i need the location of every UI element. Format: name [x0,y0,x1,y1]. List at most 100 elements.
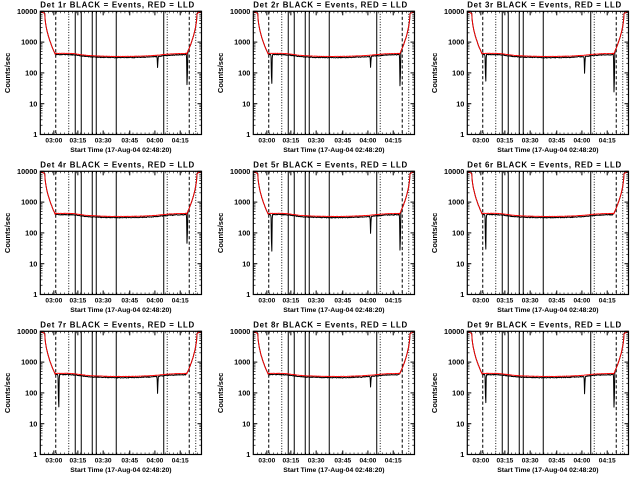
svg-text:100: 100 [25,69,37,78]
svg-text:1000: 1000 [234,198,250,207]
svg-text:Counts/sec: Counts/sec [3,373,12,413]
svg-text:1: 1 [460,290,464,299]
svg-text:10: 10 [456,419,464,428]
svg-text:1: 1 [33,450,37,459]
svg-text:10000: 10000 [17,7,37,16]
svg-text:04:00: 04:00 [146,457,163,464]
svg-text:03:30: 03:30 [95,457,112,464]
svg-text:Counts/sec: Counts/sec [3,213,12,253]
svg-text:04:15: 04:15 [172,297,189,304]
svg-text:03:15: 03:15 [496,137,513,144]
svg-text:100: 100 [238,389,250,398]
svg-text:1000: 1000 [234,38,250,47]
svg-text:Start Time (17-Aug-04 02:48:20: Start Time (17-Aug-04 02:48:20) [497,147,598,154]
svg-text:1000: 1000 [21,38,37,47]
svg-text:04:00: 04:00 [360,297,377,304]
svg-text:04:15: 04:15 [172,457,189,464]
svg-text:Counts/sec: Counts/sec [216,373,225,413]
svg-text:Det 4r BLACK = Events, RED = L: Det 4r BLACK = Events, RED = LLD [40,161,195,170]
svg-text:03:30: 03:30 [521,137,538,144]
svg-text:03:45: 03:45 [121,457,138,464]
svg-text:03:30: 03:30 [308,297,325,304]
svg-text:03:00: 03:00 [259,297,276,304]
svg-text:03:00: 03:00 [472,297,489,304]
svg-text:Counts/sec: Counts/sec [216,53,225,93]
svg-text:Counts/sec: Counts/sec [216,213,225,253]
svg-text:10000: 10000 [444,327,464,336]
svg-text:04:15: 04:15 [172,137,189,144]
svg-text:100: 100 [452,69,464,78]
svg-text:04:15: 04:15 [598,457,615,464]
svg-text:04:00: 04:00 [360,457,377,464]
svg-text:100: 100 [25,389,37,398]
svg-text:10: 10 [29,99,37,108]
svg-text:10000: 10000 [230,167,250,176]
svg-text:10: 10 [29,259,37,268]
svg-text:04:00: 04:00 [573,457,590,464]
svg-text:04:00: 04:00 [146,137,163,144]
svg-text:04:00: 04:00 [146,297,163,304]
svg-text:03:00: 03:00 [45,137,62,144]
svg-text:Counts/sec: Counts/sec [430,213,439,253]
svg-text:Start Time (17-Aug-04 02:48:20: Start Time (17-Aug-04 02:48:20) [497,467,598,474]
svg-text:Start Time (17-Aug-04 02:48:20: Start Time (17-Aug-04 02:48:20) [70,147,171,154]
svg-text:03:45: 03:45 [548,457,565,464]
svg-text:03:45: 03:45 [121,297,138,304]
svg-text:10000: 10000 [17,167,37,176]
svg-text:03:15: 03:15 [283,137,300,144]
svg-text:1000: 1000 [234,358,250,367]
svg-text:1: 1 [33,290,37,299]
svg-text:10000: 10000 [230,7,250,16]
svg-text:Start Time (17-Aug-04 02:48:20: Start Time (17-Aug-04 02:48:20) [284,307,385,314]
svg-text:04:00: 04:00 [360,137,377,144]
svg-text:03:45: 03:45 [548,137,565,144]
svg-text:1000: 1000 [21,358,37,367]
svg-text:04:15: 04:15 [385,457,402,464]
svg-text:10000: 10000 [230,327,250,336]
svg-text:1000: 1000 [21,198,37,207]
svg-text:03:30: 03:30 [95,297,112,304]
svg-text:1: 1 [247,450,251,459]
svg-text:04:15: 04:15 [385,297,402,304]
svg-text:100: 100 [238,69,250,78]
svg-text:Det 3r BLACK = Events, RED = L: Det 3r BLACK = Events, RED = LLD [467,1,622,10]
svg-text:1000: 1000 [448,38,464,47]
svg-text:04:15: 04:15 [598,297,615,304]
svg-text:03:30: 03:30 [308,457,325,464]
svg-text:03:45: 03:45 [548,297,565,304]
svg-text:03:45: 03:45 [121,137,138,144]
svg-text:10000: 10000 [444,167,464,176]
svg-text:Counts/sec: Counts/sec [430,53,439,93]
svg-text:10: 10 [456,99,464,108]
svg-text:10: 10 [29,419,37,428]
svg-text:Start Time (17-Aug-04 02:48:20: Start Time (17-Aug-04 02:48:20) [284,467,385,474]
svg-text:1000: 1000 [448,198,464,207]
svg-text:1000: 1000 [448,358,464,367]
svg-text:10: 10 [243,99,251,108]
svg-text:03:00: 03:00 [259,137,276,144]
svg-text:100: 100 [452,229,464,238]
svg-text:100: 100 [238,229,250,238]
svg-text:03:15: 03:15 [496,457,513,464]
svg-text:03:00: 03:00 [472,457,489,464]
svg-text:Det 1r BLACK = Events, RED = L: Det 1r BLACK = Events, RED = LLD [40,1,195,10]
svg-text:03:45: 03:45 [335,137,352,144]
svg-text:03:00: 03:00 [45,297,62,304]
svg-text:03:30: 03:30 [521,457,538,464]
svg-text:Start Time (17-Aug-04 02:48:20: Start Time (17-Aug-04 02:48:20) [70,467,171,474]
svg-text:03:00: 03:00 [259,457,276,464]
svg-text:Det 8r BLACK = Events, RED = L: Det 8r BLACK = Events, RED = LLD [254,321,409,330]
svg-text:100: 100 [452,389,464,398]
svg-text:10: 10 [243,419,251,428]
svg-text:03:15: 03:15 [283,457,300,464]
svg-text:Det 2r BLACK = Events, RED = L: Det 2r BLACK = Events, RED = LLD [254,1,409,10]
svg-text:04:15: 04:15 [598,137,615,144]
svg-text:10: 10 [456,259,464,268]
svg-text:100: 100 [25,229,37,238]
svg-text:Start Time (17-Aug-04 02:48:20: Start Time (17-Aug-04 02:48:20) [284,147,385,154]
svg-text:03:30: 03:30 [308,137,325,144]
svg-text:10: 10 [243,259,251,268]
svg-text:03:30: 03:30 [521,297,538,304]
svg-text:Det 6r BLACK = Events, RED = L: Det 6r BLACK = Events, RED = LLD [467,161,622,170]
svg-text:Start Time (17-Aug-04 02:48:20: Start Time (17-Aug-04 02:48:20) [497,307,598,314]
